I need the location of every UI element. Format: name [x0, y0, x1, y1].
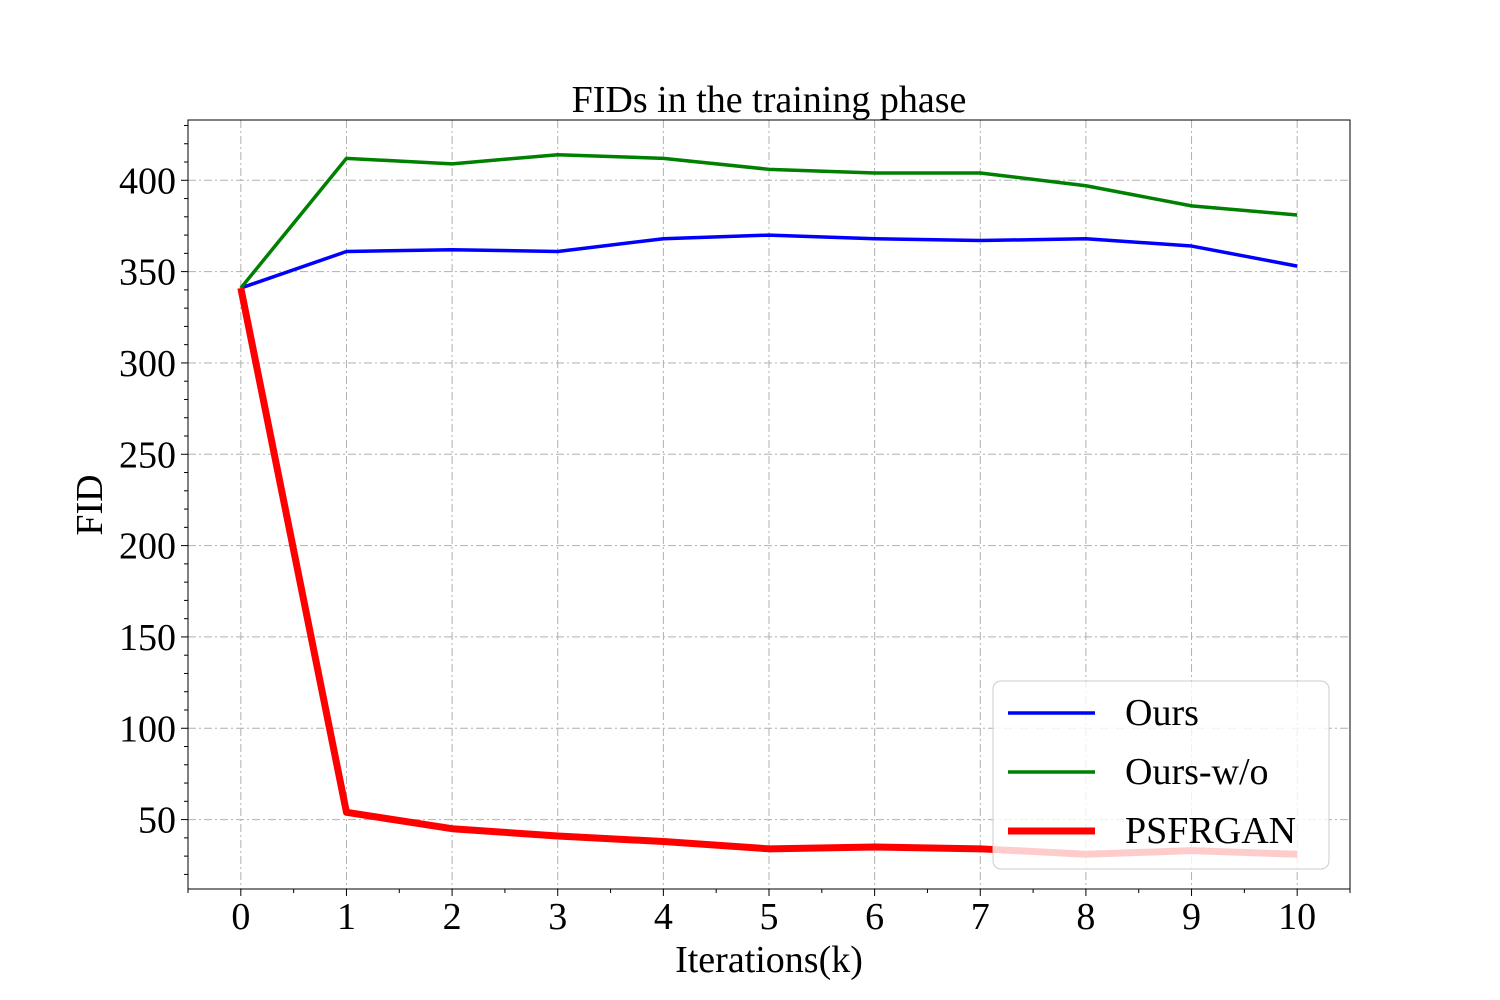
series-line-0 [240, 233, 1298, 290]
x-tick-label-1: 1 [337, 896, 356, 938]
legend: Ours Ours-w/o PSFRGAN [992, 680, 1330, 870]
x-tick-label-6: 6 [865, 896, 884, 938]
chart-title: FIDs in the training phase [572, 79, 967, 121]
x-tick-label-9: 9 [1182, 896, 1201, 938]
y-tick-label-2: 150 [119, 617, 176, 659]
y-tick-label-1: 100 [119, 708, 176, 750]
x-tick-label-0: 0 [231, 896, 250, 938]
x-tick-label-2: 2 [443, 896, 462, 938]
y-tick-label-3: 200 [119, 526, 176, 568]
x-axis-label: Iterations(k) [675, 939, 863, 981]
legend-box [992, 680, 1330, 870]
legend-label-2: PSFRGAN [1125, 810, 1296, 852]
y-tick-label-5: 300 [119, 343, 176, 385]
y-tick-label-7: 400 [119, 160, 176, 202]
x-tick-label-10: 10 [1278, 896, 1316, 938]
y-axis-label: FID [69, 474, 111, 535]
x-tick-label-8: 8 [1076, 896, 1095, 938]
legend-label-0: Ours [1125, 692, 1199, 734]
y-tick-label-6: 350 [119, 252, 176, 294]
legend-label-1: Ours-w/o [1125, 751, 1269, 793]
y-tick-label-0: 50 [138, 800, 176, 842]
series-line-1 [239, 152, 1298, 290]
ticks-layer: 0 1 2 3 4 5 6 7 8 9 10 50 100 150 200 250 300 350 400 [119, 124, 1351, 938]
x-tick-label-4: 4 [654, 896, 673, 938]
x-tick-label-7: 7 [971, 896, 990, 938]
x-tick-label-3: 3 [548, 896, 567, 938]
x-tick-label-5: 5 [760, 896, 779, 938]
y-tick-label-4: 250 [119, 434, 176, 476]
